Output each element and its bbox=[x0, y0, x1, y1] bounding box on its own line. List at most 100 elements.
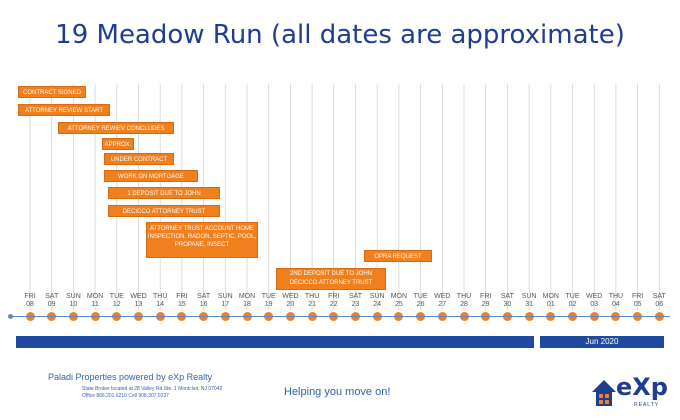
day-label: MON 18 bbox=[236, 293, 258, 309]
day-date: 16 bbox=[199, 301, 208, 308]
day-of-week: MON bbox=[542, 293, 559, 300]
day-label: WED 13 bbox=[128, 293, 150, 309]
day-of-week: FRI bbox=[480, 293, 492, 300]
day-of-week: SAT bbox=[652, 293, 666, 300]
day-label: SAT 09 bbox=[41, 293, 63, 309]
day-date: 29 bbox=[481, 301, 490, 308]
task-attorney-review-start[interactable]: ATTORNEY REVIEW START bbox=[18, 104, 110, 116]
day-of-week: THU bbox=[608, 293, 624, 300]
day-date: 12 bbox=[112, 301, 121, 308]
day-date: 06 bbox=[655, 301, 664, 308]
day-of-week: SAT bbox=[348, 293, 363, 300]
task-approx[interactable]: APPROX. bbox=[102, 138, 134, 150]
day-date: 24 bbox=[373, 301, 382, 308]
day-date: 22 bbox=[329, 301, 338, 308]
day-label: WED 03 bbox=[583, 293, 605, 309]
day-label: FRI 05 bbox=[627, 293, 649, 309]
company-address: State Broker located at 28 Valley Rd Ste… bbox=[82, 386, 222, 400]
day-of-week: MON bbox=[238, 293, 256, 300]
company-name: Paladi Properties powered by eXp Realty bbox=[48, 372, 213, 382]
day-label: FRI 22 bbox=[323, 293, 345, 309]
day-date: 23 bbox=[351, 301, 360, 308]
task-second-deposit[interactable]: 2ND DEPOSIT DUE TO JOHN DECICCO ATTORNEY… bbox=[276, 268, 386, 290]
day-date: 02 bbox=[568, 301, 577, 308]
day-label: SAT 30 bbox=[496, 293, 518, 309]
day-date: 28 bbox=[460, 301, 468, 308]
day-of-week: MON bbox=[86, 293, 104, 300]
day-label: WED 20 bbox=[279, 293, 301, 309]
day-date: 17 bbox=[221, 301, 230, 308]
day-of-week: MON bbox=[390, 293, 408, 300]
day-of-week: SUN bbox=[66, 293, 81, 300]
month-bar-may bbox=[16, 336, 534, 348]
page-title: 19 Meadow Run (all dates are approximate… bbox=[55, 20, 625, 50]
task-opra-request[interactable]: OPRA REQUEST bbox=[364, 250, 432, 262]
task-decicco-attorney-trust[interactable]: DECICCO ATTORNEY TRUST bbox=[108, 205, 220, 217]
task-deposit-due[interactable]: 1 DEPOSIT DUE TO JOHN bbox=[108, 187, 220, 199]
day-label: THU 04 bbox=[605, 293, 627, 309]
day-of-week: SUN bbox=[521, 293, 537, 300]
day-of-week: TUE bbox=[413, 293, 428, 300]
address-line-1: State Broker located at 28 Valley Rd Ste… bbox=[82, 386, 223, 392]
day-of-week: FRI bbox=[176, 293, 188, 300]
day-label: WED 27 bbox=[431, 293, 453, 309]
day-date: 25 bbox=[394, 301, 403, 308]
day-date: 10 bbox=[69, 301, 78, 308]
day-date: 14 bbox=[156, 301, 165, 308]
day-date: 01 bbox=[546, 301, 555, 308]
day-date: 15 bbox=[177, 301, 186, 308]
day-label: MON 01 bbox=[540, 293, 562, 309]
day-label: SUN 10 bbox=[62, 293, 84, 309]
day-of-week: TUE bbox=[261, 293, 276, 300]
day-date: 18 bbox=[243, 301, 251, 308]
day-of-week: TUE bbox=[565, 293, 580, 300]
task-home-inspection[interactable]: ATTORNEY TRUST ACCOUNT HOME INSPECTION, … bbox=[146, 222, 258, 258]
tagline: Helping you move on! bbox=[284, 386, 391, 398]
day-date: 31 bbox=[525, 301, 533, 308]
day-of-week: FRI bbox=[24, 293, 36, 300]
task-under-contract[interactable]: UNDER CONTRACT bbox=[104, 153, 174, 165]
address-line-2: Office 866.201.6210 Cell 908.307.0237 bbox=[82, 393, 169, 399]
day-label: SUN 31 bbox=[518, 293, 540, 309]
day-label: THU 21 bbox=[301, 293, 323, 309]
day-of-week: SAT bbox=[500, 293, 514, 300]
day-of-week: TUE bbox=[109, 293, 124, 300]
day-date: 11 bbox=[91, 301, 99, 308]
day-date: 09 bbox=[47, 301, 56, 308]
day-label: SUN 17 bbox=[214, 293, 236, 309]
day-date: 03 bbox=[590, 301, 599, 308]
house-logo-icon bbox=[592, 380, 616, 406]
day-label: THU 28 bbox=[453, 293, 475, 309]
day-label: THU 14 bbox=[149, 293, 171, 309]
day-of-week: WED bbox=[130, 293, 147, 300]
day-of-week: THU bbox=[152, 293, 168, 300]
day-date: 30 bbox=[503, 301, 512, 308]
day-label: SAT 06 bbox=[648, 293, 670, 309]
timeline-start-marker bbox=[8, 314, 13, 319]
day-label: SUN 24 bbox=[366, 293, 388, 309]
day-date: 20 bbox=[286, 301, 295, 308]
day-date: 13 bbox=[134, 301, 143, 308]
day-label: TUE 26 bbox=[410, 293, 432, 309]
day-date: 08 bbox=[26, 301, 34, 308]
day-label: FRI 15 bbox=[171, 293, 193, 309]
task-contract-signed[interactable]: CONTRACT SIGNED bbox=[18, 86, 86, 98]
day-date: 05 bbox=[633, 301, 642, 308]
logo-subtext: REALTY bbox=[634, 402, 660, 408]
day-date: 19 bbox=[264, 301, 273, 308]
task-work-on-mortgage[interactable]: WORK ON MORTGAGE bbox=[104, 170, 198, 182]
day-label: FRI 08 bbox=[19, 293, 41, 309]
day-label: FRI 29 bbox=[475, 293, 497, 309]
task-attorney-review-concludes[interactable]: ATTORNEY REWIEV CONCLUDES bbox=[58, 122, 174, 134]
day-date: 27 bbox=[438, 301, 447, 308]
day-label: TUE 02 bbox=[562, 293, 584, 309]
timeline-axis bbox=[10, 316, 670, 317]
month-bar-june: Jun 2020 bbox=[540, 336, 664, 348]
day-label: MON 11 bbox=[84, 293, 106, 309]
day-of-week: THU bbox=[456, 293, 472, 300]
day-date: 04 bbox=[611, 301, 620, 308]
day-label: SAT 16 bbox=[193, 293, 215, 309]
day-of-week: WED bbox=[434, 293, 451, 300]
day-of-week: THU bbox=[304, 293, 320, 300]
day-of-week: FRI bbox=[631, 293, 644, 300]
